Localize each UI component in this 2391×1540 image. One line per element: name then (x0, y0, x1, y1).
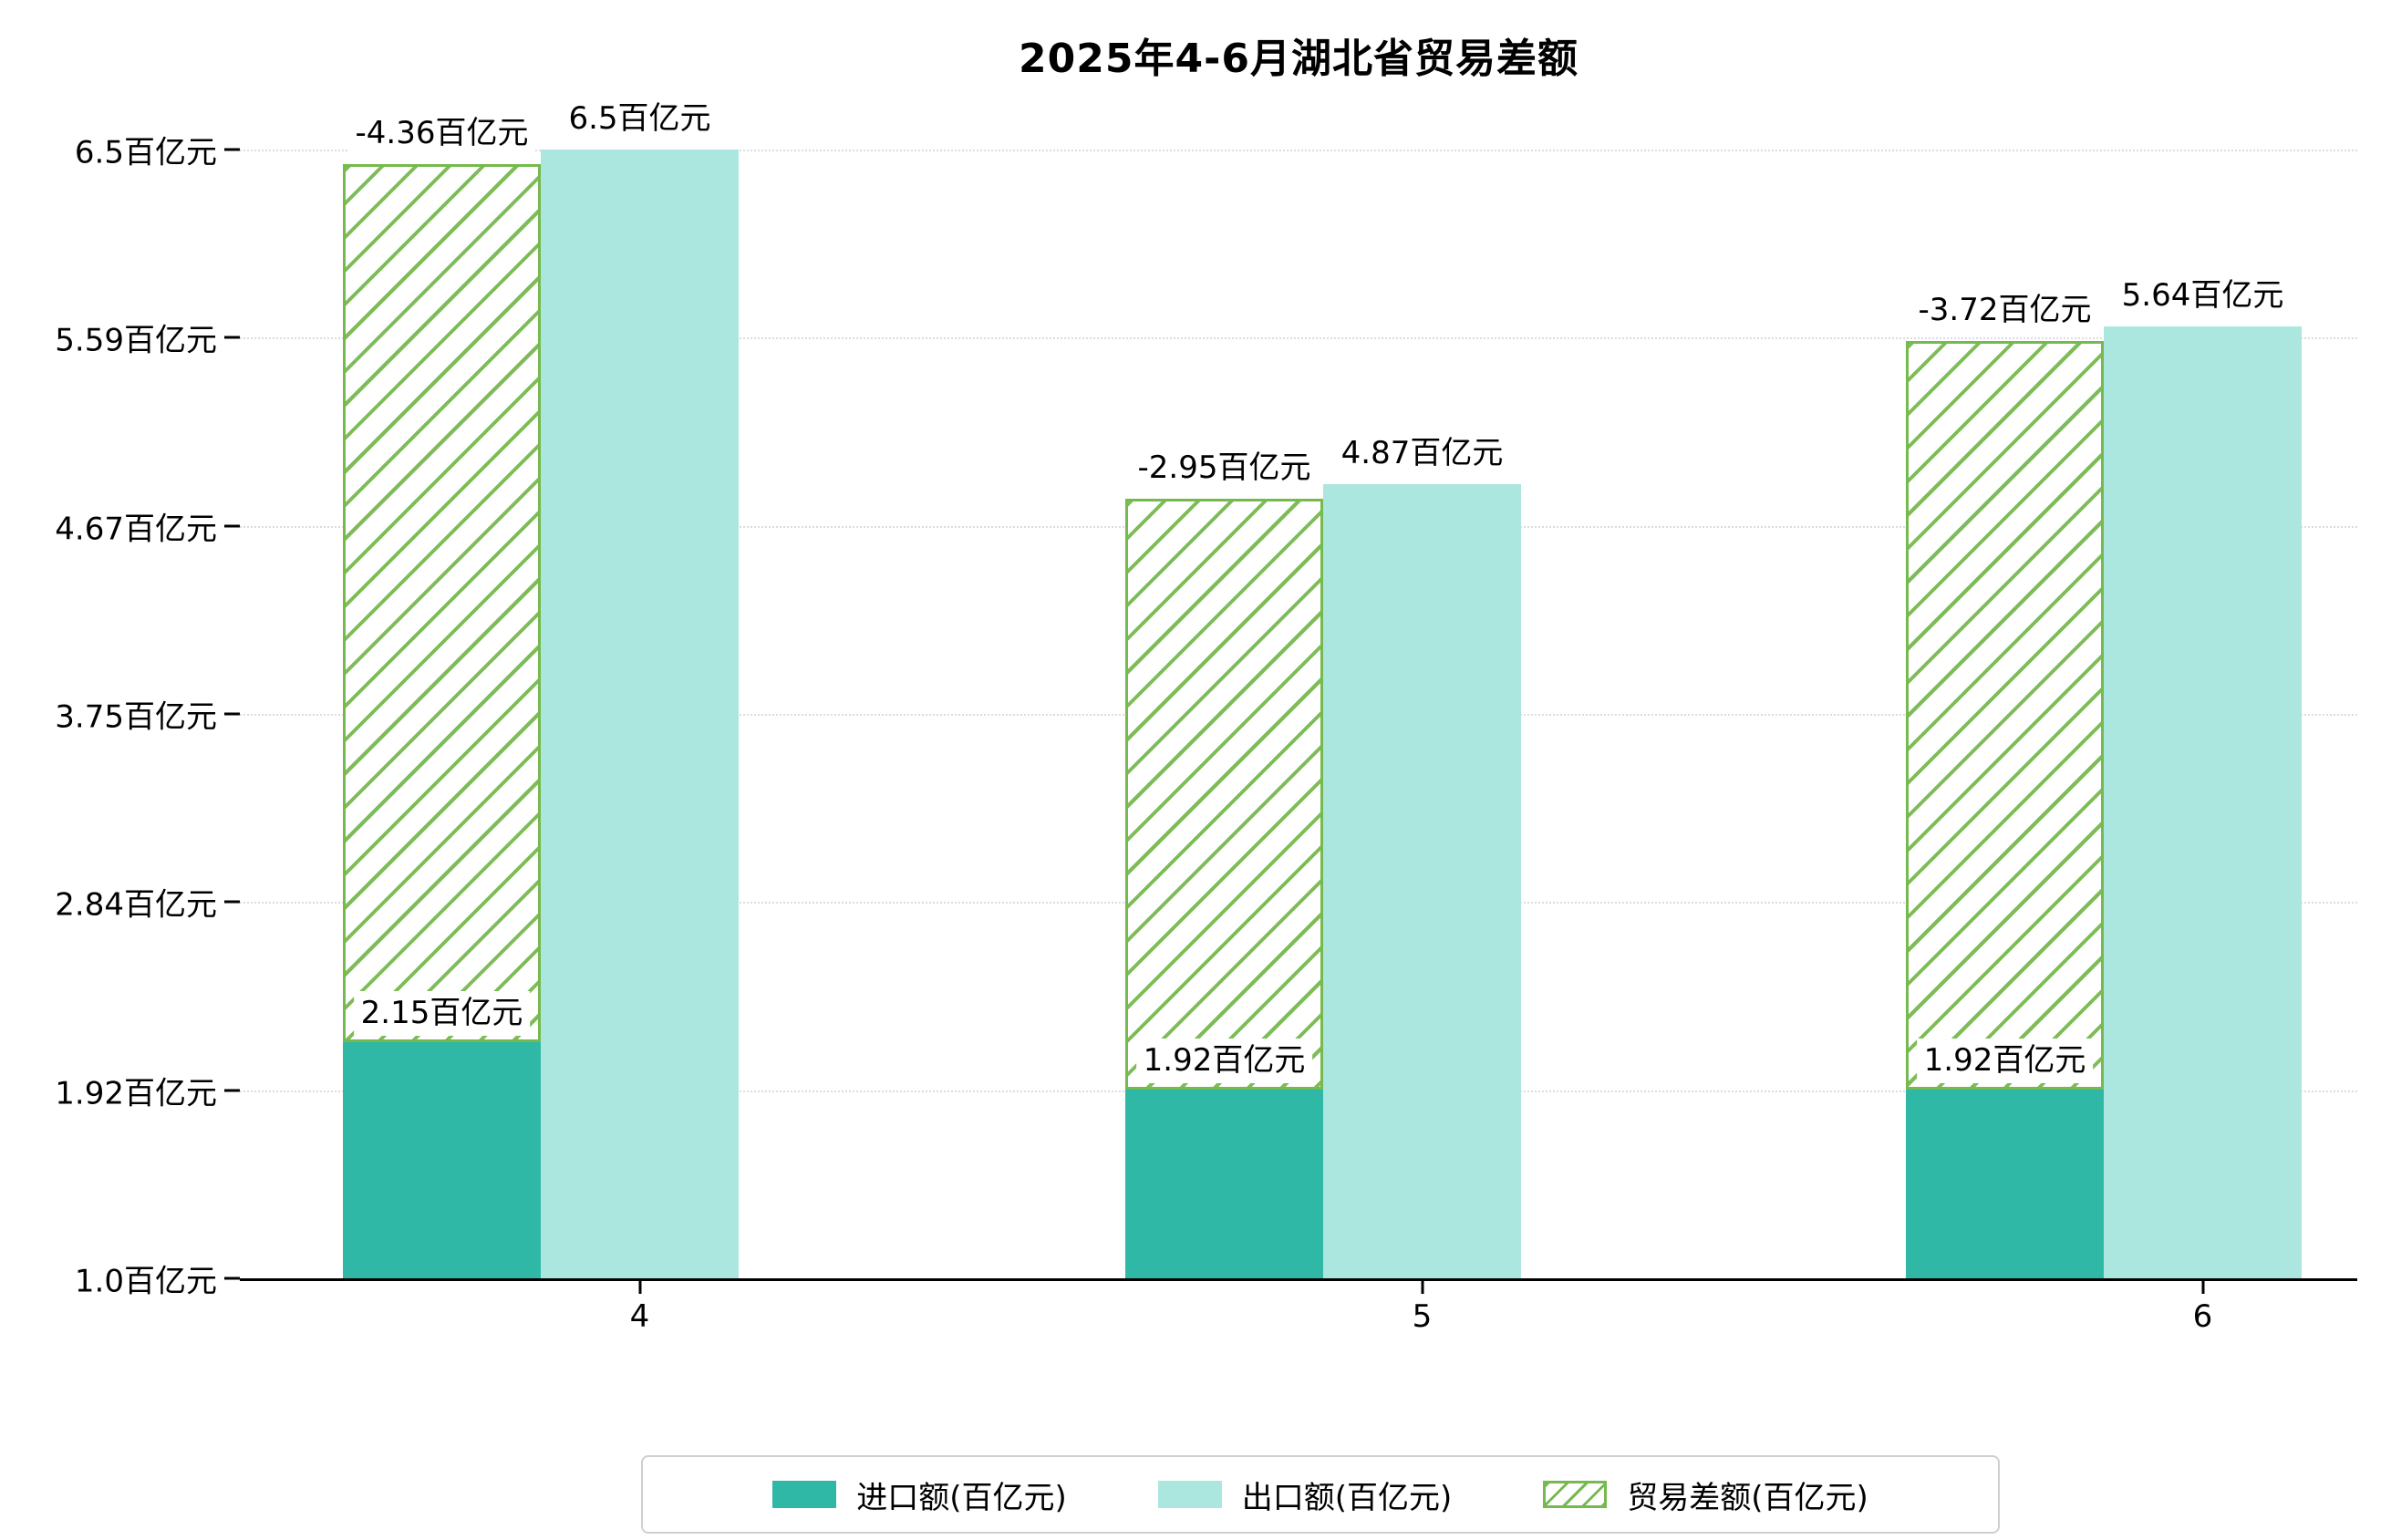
chart-title: 2025年4-6月湖北省贸易差额 (1019, 36, 1578, 82)
legend-item-export: 出口额(百亿元) (1157, 1473, 1453, 1517)
export-value-label-june: 5.64百亿元 (2114, 273, 2292, 318)
x-axis-line (240, 1278, 2357, 1281)
y-axis-tick-label: 1.92百亿元 (55, 1075, 217, 1112)
y-axis-tick-mark (224, 900, 240, 904)
import-value-label-april: 2.15百亿元 (353, 991, 531, 1036)
legend-item-label-export: 出口额(百亿元) (1241, 1479, 1453, 1516)
gridline (240, 150, 2357, 151)
export-value-label-april: 6.5百亿元 (561, 97, 719, 141)
import-bar-june (1906, 1089, 2104, 1278)
export-bar-may (1323, 483, 1521, 1278)
gridline (240, 337, 2357, 340)
y-axis-tick-label: 2.84百亿元 (55, 886, 217, 924)
legend-swatch-trade-balance (1543, 1481, 1608, 1508)
y-axis-tick-mark (224, 1276, 240, 1280)
y-axis-tick-mark (224, 336, 240, 339)
y-axis-tick-label: 4.67百亿元 (55, 511, 217, 548)
import-value-label-june: 1.92百亿元 (1916, 1038, 2094, 1083)
legend-swatch-export (1157, 1481, 1222, 1508)
trade-balance-bar-june (1906, 340, 2104, 1090)
trade-balance-bar-may (1125, 498, 1323, 1090)
legend-swatch-import (772, 1481, 837, 1508)
import-value-label-may: 1.92百亿元 (1135, 1038, 1313, 1083)
export-value-label-may: 4.87百亿元 (1333, 430, 1511, 476)
y-axis-tick-mark (224, 712, 240, 716)
legend-item-import: 进口额(百亿元) (772, 1473, 1067, 1517)
x-axis-tick-label-april: 4 (629, 1298, 650, 1335)
legend-item-label-import: 进口额(百亿元) (856, 1479, 1067, 1516)
legend: 进口额(百亿元) 出口额(百亿元) 贸易差额(百亿元) (641, 1455, 2000, 1534)
legend-item-label-trade-balance: 贸易差额(百亿元) (1627, 1479, 1868, 1516)
export-bar-april (541, 150, 739, 1278)
x-axis-tick-mark (638, 1281, 641, 1294)
y-axis-tick-label: 5.59百亿元 (55, 322, 217, 359)
y-axis-tick-label: 1.0百亿元 (74, 1263, 217, 1300)
import-bar-april (343, 1042, 541, 1278)
legend-item-trade-balance: 贸易差额(百亿元) (1543, 1473, 1868, 1517)
trade-balance-value-label-may: -2.95百亿元 (1130, 445, 1319, 491)
y-axis-tick-mark (224, 1089, 240, 1092)
y-axis-tick-label: 6.5百亿元 (74, 134, 217, 171)
export-bar-june (2104, 326, 2302, 1278)
x-axis-tick-mark (1421, 1281, 1423, 1294)
y-axis-tick-mark (224, 524, 240, 528)
trade-balance-value-label-june: -3.72百亿元 (1910, 287, 2099, 333)
import-bar-may (1125, 1089, 1323, 1278)
y-axis-tick-mark (224, 148, 240, 151)
trade-balance-value-label-april: -4.36百亿元 (347, 111, 536, 156)
x-axis-tick-label-june: 6 (2192, 1298, 2213, 1335)
trade-balance-bar-april (343, 164, 541, 1043)
x-axis-tick-mark (2201, 1281, 2204, 1294)
y-axis-tick-label: 3.75百亿元 (55, 698, 217, 736)
x-axis-tick-label-may: 5 (1412, 1298, 1433, 1335)
